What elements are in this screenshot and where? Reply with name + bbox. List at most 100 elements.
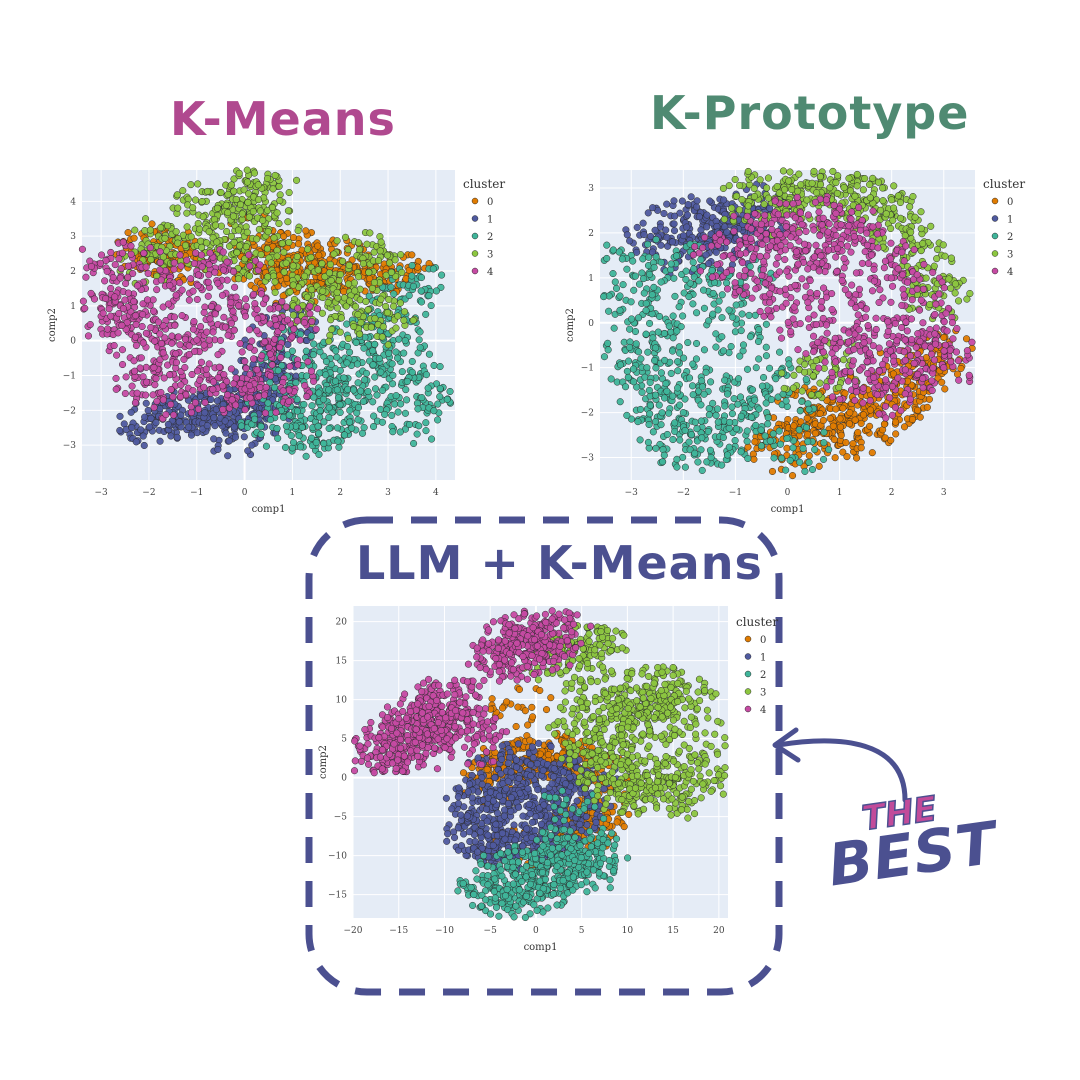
scatter-point-cluster-3 [221, 203, 229, 211]
scatter-point-cluster-1 [193, 417, 201, 425]
scatter-point-cluster-4 [116, 250, 124, 258]
scatter-point-cluster-3 [350, 301, 358, 309]
scatter-point-cluster-1 [684, 241, 692, 249]
scatter-point-cluster-4 [747, 237, 756, 245]
scatter-point-cluster-2 [336, 375, 344, 383]
scatter-point-cluster-2 [333, 424, 342, 432]
scatter-point-cluster-3 [799, 194, 807, 203]
scatter-point-cluster-1 [243, 398, 251, 406]
scatter-point-cluster-3 [365, 253, 373, 261]
scatter-point-cluster-1 [652, 204, 660, 212]
scatter-point-cluster-4 [156, 258, 164, 266]
scatter-point-cluster-2 [370, 323, 378, 331]
scatter-point-cluster-0 [329, 236, 337, 244]
scatter-point-cluster-3 [293, 176, 301, 184]
scatter-point-cluster-1 [279, 323, 287, 331]
scatter-point-cluster-4 [154, 318, 163, 326]
scatter-point-cluster-0 [922, 333, 930, 341]
scatter-point-cluster-4 [747, 235, 755, 243]
scatter-point-cluster-2 [380, 285, 388, 293]
scatter-point-cluster-3 [252, 188, 260, 196]
scatter-point-cluster-0 [825, 404, 833, 412]
scatter-point-cluster-0 [136, 250, 144, 258]
scatter-point-cluster-4 [170, 370, 178, 378]
scatter-point-cluster-4 [161, 267, 170, 275]
scatter-point-cluster-0 [768, 430, 776, 438]
scatter-point-cluster-4 [226, 295, 234, 303]
scatter-point-cluster-3 [224, 209, 232, 217]
scatter-point-cluster-2 [342, 390, 350, 398]
scatter-point-cluster-0 [825, 394, 833, 403]
scatter-point-cluster-2 [305, 356, 313, 364]
scatter-point-cluster-2 [420, 342, 429, 350]
scatter-point-cluster-0 [892, 389, 900, 397]
scatter-point-cluster-2 [414, 376, 422, 384]
scatter-point-cluster-2 [291, 418, 300, 426]
scatter-point-cluster-3 [286, 207, 294, 215]
scatter-point-cluster-2 [720, 412, 729, 420]
scatter-point-cluster-4 [102, 264, 110, 272]
scatter-point-cluster-0 [794, 445, 802, 453]
scatter-point-cluster-4 [172, 364, 180, 372]
scatter-point-cluster-1 [280, 407, 289, 415]
scatter-point-cluster-1 [248, 388, 256, 396]
scatter-point-cluster-0 [792, 439, 800, 448]
scatter-point-cluster-4 [105, 301, 113, 309]
scatter-point-cluster-0 [940, 362, 948, 370]
scatter-point-cluster-0 [904, 390, 913, 398]
scatter-point-cluster-3 [325, 280, 333, 288]
scatter-point-cluster-4 [124, 289, 132, 297]
scatter-point-cluster-4 [114, 318, 122, 326]
scatter-point-cluster-1 [261, 343, 269, 351]
scatter-point-cluster-2 [397, 295, 405, 304]
scatter-point-cluster-0 [132, 262, 140, 271]
scatter-point-cluster-1 [170, 410, 179, 418]
scatter-point-cluster-2 [755, 405, 763, 413]
scatter-point-cluster-0 [917, 340, 925, 349]
scatter-point-cluster-1 [719, 234, 727, 242]
scatter-point-cluster-3 [235, 205, 243, 213]
scatter-point-cluster-4 [730, 227, 738, 235]
scatter-point-cluster-0 [827, 405, 835, 413]
scatter-point-cluster-3 [232, 195, 240, 203]
scatter-point-cluster-4 [235, 302, 243, 310]
scatter-point-cluster-1 [195, 409, 203, 417]
scatter-point-cluster-1 [189, 413, 197, 421]
x-tick-label: −3 [94, 488, 108, 498]
scatter-point-cluster-1 [243, 404, 251, 412]
scatter-point-cluster-4 [815, 215, 824, 223]
scatter-point-cluster-1 [730, 230, 739, 238]
scatter-point-cluster-2 [346, 425, 354, 433]
scatter-point-cluster-2 [389, 314, 397, 322]
scatter-point-cluster-0 [859, 402, 867, 410]
scatter-point-cluster-3 [249, 203, 257, 211]
scatter-point-cluster-1 [744, 246, 752, 254]
scatter-point-cluster-1 [271, 356, 279, 364]
scatter-point-cluster-3 [346, 298, 354, 306]
scatter-point-cluster-0 [811, 420, 819, 428]
scatter-point-cluster-4 [140, 379, 148, 387]
scatter-point-cluster-0 [259, 272, 267, 281]
scatter-point-cluster-2 [312, 373, 320, 381]
scatter-point-cluster-2 [623, 411, 631, 419]
scatter-point-cluster-3 [948, 277, 956, 285]
scatter-point-cluster-3 [879, 243, 887, 251]
scatter-point-cluster-0 [867, 391, 875, 399]
scatter-point-cluster-2 [732, 320, 740, 328]
scatter-point-cluster-3 [259, 203, 268, 212]
scatter-point-cluster-2 [376, 327, 384, 335]
scatter-point-cluster-1 [289, 378, 297, 386]
scatter-point-cluster-0 [380, 279, 388, 287]
scatter-point-cluster-3 [916, 286, 924, 295]
scatter-point-cluster-3 [212, 212, 220, 220]
scatter-point-cluster-2 [736, 393, 745, 401]
scatter-point-cluster-4 [220, 313, 228, 321]
scatter-point-cluster-0 [377, 280, 385, 289]
scatter-point-cluster-4 [107, 284, 115, 292]
scatter-point-cluster-2 [734, 375, 743, 383]
scatter-point-cluster-0 [153, 227, 161, 235]
scatter-point-cluster-4 [266, 320, 274, 328]
scatter-point-cluster-2 [657, 421, 665, 429]
scatter-point-cluster-3 [854, 198, 862, 206]
scatter-point-cluster-0 [884, 394, 892, 402]
